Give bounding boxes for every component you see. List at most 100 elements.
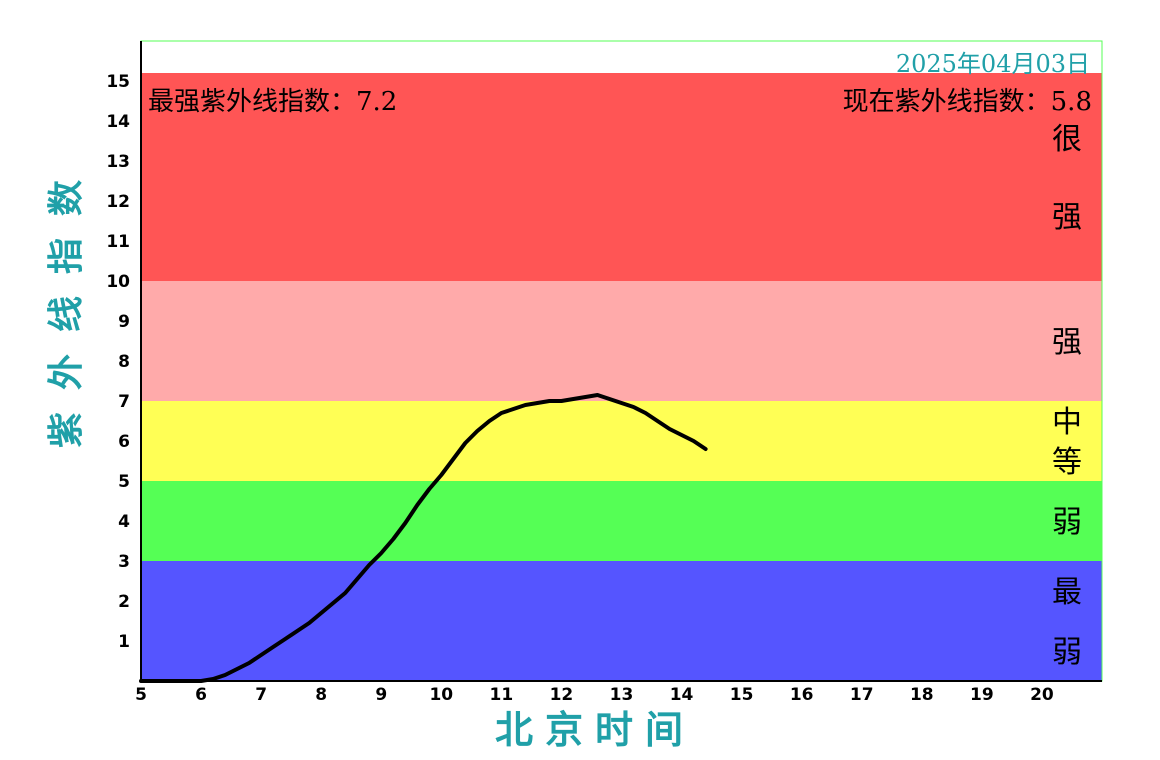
max-uv-label: 最强紫外线指数：7.2 bbox=[148, 87, 397, 117]
uv-point bbox=[211, 677, 215, 681]
y-tick-5: 5 bbox=[118, 472, 130, 492]
uv-point bbox=[619, 401, 624, 405]
x-tick-labels: 5 6 7 8 9 10 11 12 13 14 15 16 17 18 19 20 bbox=[135, 685, 1054, 705]
uv-point bbox=[523, 403, 528, 407]
band-label-1-0: 弱 bbox=[1052, 505, 1082, 540]
x-tick-13: 13 bbox=[610, 685, 634, 705]
uv-point bbox=[379, 551, 383, 555]
x-tick-18: 18 bbox=[910, 685, 934, 705]
y-axis-title-char-1: 外 bbox=[45, 354, 87, 390]
uv-point bbox=[283, 637, 287, 641]
x-tick-14: 14 bbox=[670, 685, 694, 705]
band-2 bbox=[141, 401, 1102, 481]
uv-point bbox=[451, 457, 455, 461]
band-label-4-1: 强 bbox=[1052, 200, 1082, 235]
y-tick-3: 3 bbox=[118, 552, 130, 572]
band-4 bbox=[141, 73, 1102, 281]
uv-point bbox=[169, 679, 173, 683]
uv-point bbox=[655, 419, 660, 423]
uv-point bbox=[499, 411, 503, 415]
uv-point bbox=[331, 601, 335, 605]
uv-point bbox=[367, 563, 371, 567]
uv-point bbox=[535, 401, 540, 405]
band-3 bbox=[141, 281, 1102, 401]
x-tick-6: 6 bbox=[195, 685, 207, 705]
uv-point bbox=[415, 503, 419, 507]
y-tick-6: 6 bbox=[118, 432, 130, 452]
uv-point bbox=[343, 591, 347, 595]
band-label-4-0: 很 bbox=[1052, 122, 1082, 157]
uv-point bbox=[295, 629, 299, 633]
uv-point bbox=[487, 419, 491, 423]
y-tick-1: 1 bbox=[118, 632, 130, 652]
uv-point bbox=[427, 487, 431, 491]
y-tick-11: 11 bbox=[106, 232, 130, 252]
uv-point bbox=[511, 407, 515, 411]
x-tick-11: 11 bbox=[490, 685, 514, 705]
uv-point bbox=[463, 441, 467, 445]
y-tick-2: 2 bbox=[118, 592, 130, 612]
uv-point bbox=[247, 661, 251, 665]
uv-point bbox=[271, 645, 275, 649]
uv-point bbox=[223, 673, 227, 677]
uv-point bbox=[703, 447, 708, 451]
uv-point bbox=[571, 397, 576, 401]
uv-point bbox=[139, 679, 143, 683]
band-label-0-1: 弱 bbox=[1052, 635, 1082, 670]
uv-point bbox=[607, 397, 612, 401]
y-tick-7: 7 bbox=[118, 392, 130, 412]
uv-point bbox=[319, 611, 323, 615]
y-tick-4: 4 bbox=[118, 512, 130, 532]
current-uv-label: 现在紫外线指数：5.8 bbox=[843, 87, 1092, 117]
x-axis-title: 北京时间 bbox=[495, 707, 695, 752]
x-tick-7: 7 bbox=[255, 685, 267, 705]
y-axis-title-char-3: 指 bbox=[45, 238, 87, 274]
uv-point bbox=[547, 399, 552, 403]
x-tick-19: 19 bbox=[970, 685, 994, 705]
band-label-3-0: 强 bbox=[1052, 325, 1082, 360]
uv-point bbox=[667, 427, 672, 431]
y-tick-9: 9 bbox=[118, 312, 130, 332]
uv-point bbox=[643, 411, 648, 415]
y-tick-12: 12 bbox=[106, 192, 130, 212]
band-label-2-0: 中 bbox=[1052, 405, 1082, 440]
uv-point bbox=[595, 393, 600, 397]
y-tick-15: 15 bbox=[106, 72, 130, 92]
uv-point bbox=[307, 621, 311, 625]
uv-point bbox=[439, 473, 443, 477]
x-tick-20: 20 bbox=[1030, 685, 1054, 705]
y-axis-title-char-0: 紫 bbox=[45, 412, 87, 448]
x-tick-9: 9 bbox=[375, 685, 387, 705]
y-tick-10: 10 bbox=[106, 272, 130, 292]
date-label: 2025年04月03日 bbox=[896, 50, 1090, 78]
uv-point bbox=[691, 439, 696, 443]
uv-point bbox=[679, 433, 684, 437]
x-tick-17: 17 bbox=[850, 685, 874, 705]
uv-point bbox=[583, 395, 588, 399]
x-tick-15: 15 bbox=[730, 685, 754, 705]
y-axis-title-char-4: 数 bbox=[45, 180, 87, 216]
uv-point bbox=[631, 405, 636, 409]
uv-point bbox=[559, 399, 564, 403]
uv-level-bands bbox=[141, 73, 1102, 681]
y-tick-8: 8 bbox=[118, 352, 130, 372]
uv-point bbox=[391, 537, 395, 541]
x-tick-10: 10 bbox=[429, 685, 453, 705]
x-tick-12: 12 bbox=[550, 685, 574, 705]
uv-point bbox=[199, 679, 203, 683]
y-axis-title: 紫外线指数 bbox=[45, 180, 87, 448]
uv-point bbox=[259, 653, 263, 657]
band-1 bbox=[141, 481, 1102, 561]
uv-point bbox=[403, 521, 407, 525]
y-tick-13: 13 bbox=[106, 152, 130, 172]
band-label-0-0: 最 bbox=[1052, 575, 1082, 610]
x-tick-5: 5 bbox=[135, 685, 147, 705]
x-tick-8: 8 bbox=[315, 685, 327, 705]
band-0 bbox=[141, 561, 1102, 681]
band-label-2-1: 等 bbox=[1052, 445, 1082, 480]
uv-series bbox=[139, 393, 708, 683]
uv-point bbox=[475, 429, 479, 433]
